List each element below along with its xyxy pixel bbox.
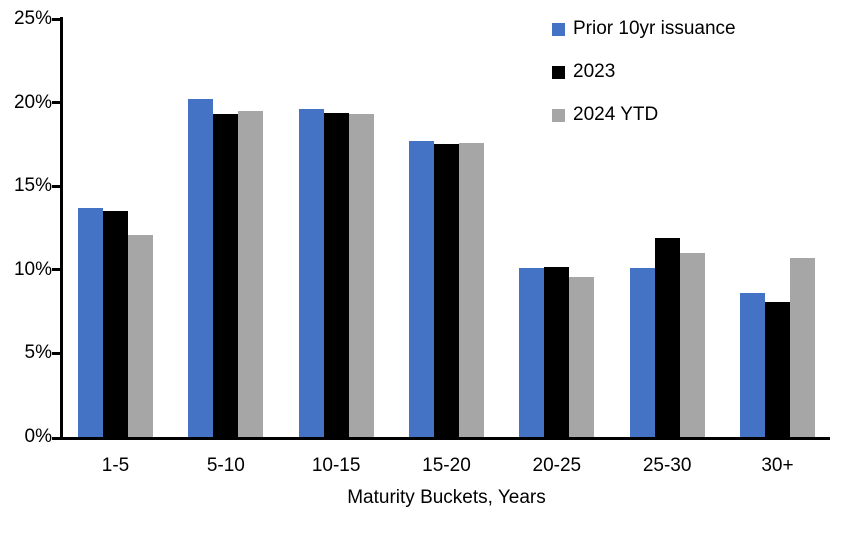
legend: Prior 10yr issuance 2023 2024 YTD: [552, 14, 736, 130]
y-tick-label-15: 15%: [13, 175, 52, 197]
plot-area: [63, 19, 830, 437]
legend-item-prior-10yr-issuance: Prior 10yr issuance: [552, 14, 736, 44]
y-tick-label-10: 10%: [13, 258, 52, 280]
x-label-5-10: 5-10: [206, 455, 245, 476]
legend-item-2023: 2023: [552, 57, 736, 87]
x-label-15-20: 15-20: [422, 455, 471, 476]
bar-2024-ytd-15-20: [458, 142, 484, 437]
y-tick-20: [52, 101, 61, 105]
bar-2023-15-20: [433, 144, 459, 437]
y-tick-label-20: 20%: [13, 91, 52, 113]
y-tick-label-25: 25%: [13, 8, 52, 29]
bar-prior-10yr-issuance-1-5: [78, 207, 103, 437]
y-tick-5: [52, 351, 61, 355]
bar-group-25-30: [629, 238, 705, 437]
bar-2024-ytd-25-30: [679, 253, 705, 437]
bar-2023-1-5: [103, 211, 128, 437]
bar-2023-20-25: [544, 266, 570, 437]
y-axis-line: [60, 17, 63, 440]
legend-label-2023: 2023: [573, 61, 616, 82]
bar-2024-ytd-20-25: [569, 276, 595, 437]
bar-prior-10yr-issuance-10-15: [298, 109, 324, 437]
legend-swatch-prior-10yr-issuance: [552, 22, 565, 36]
bar-2024-ytd-1-5: [128, 234, 153, 437]
y-tick-label-5: 5%: [24, 342, 52, 364]
bar-2024-ytd-5-10: [238, 111, 264, 437]
bar-2024-ytd-10-15: [348, 114, 374, 437]
legend-swatch-2024-ytd: [552, 108, 565, 122]
bar-2023-5-10: [213, 114, 239, 437]
x-axis-title: Maturity Buckets, Years: [347, 487, 546, 508]
bar-prior-10yr-issuance-30: [739, 293, 765, 437]
bar-2023-25-30: [654, 238, 680, 437]
x-label-30: 30+: [761, 455, 794, 476]
bar-prior-10yr-issuance-15-20: [408, 141, 434, 437]
legend-label-prior-10yr-issuance: Prior 10yr issuance: [573, 18, 736, 39]
legend-item-2024-ytd: 2024 YTD: [552, 100, 736, 130]
y-tick-25: [52, 17, 61, 21]
bar-prior-10yr-issuance-5-10: [188, 99, 214, 437]
bar-2023-30: [764, 301, 790, 437]
y-tick-10: [52, 268, 61, 272]
x-label-20-25: 20-25: [532, 455, 582, 476]
bar-2024-ytd-30: [789, 258, 815, 437]
bar-prior-10yr-issuance-20-25: [519, 268, 545, 437]
bar-group-1-5: [78, 207, 153, 437]
x-axis-line: [52, 437, 830, 440]
x-label-1-5: 1-5: [101, 455, 130, 476]
legend-label-2024-ytd: 2024 YTD: [573, 104, 659, 125]
bar-2023-10-15: [323, 112, 349, 437]
x-axis-labels: 1-5 5-10 10-15 15-20 20-25 25-30 30+: [63, 455, 830, 477]
y-tick-15: [52, 184, 61, 188]
bar-group-15-20: [408, 141, 484, 437]
bar-group-10-15: [298, 109, 374, 437]
bar-group-30: [739, 258, 815, 437]
legend-swatch-2023: [552, 65, 565, 79]
y-tick-label-0: 0%: [24, 426, 52, 447]
bar-group-20-25: [519, 266, 595, 437]
bar-prior-10yr-issuance-25-30: [629, 268, 655, 437]
x-label-25-30: 25-30: [642, 455, 692, 476]
bar-group-5-10: [188, 99, 264, 437]
x-label-10-15: 10-15: [311, 455, 361, 476]
